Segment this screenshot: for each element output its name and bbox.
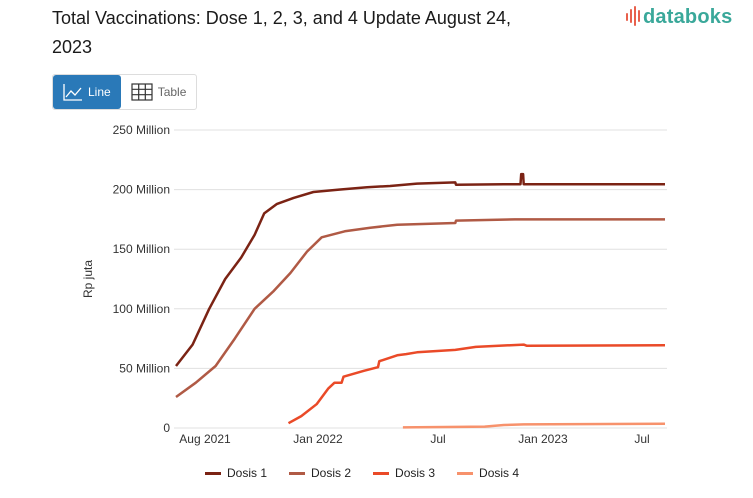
x-tick-label: Aug 2021	[179, 432, 231, 446]
gridlines	[174, 129, 667, 429]
series-line-dosis-1[interactable]	[175, 172, 665, 367]
legend-label: Dosis 3	[395, 466, 436, 480]
series-line-dosis-3[interactable]	[287, 343, 666, 425]
table-view-button[interactable]: Table	[121, 75, 197, 109]
logo-bars-icon	[626, 6, 640, 28]
x-tick-label: Jan 2023	[518, 432, 568, 446]
series-line-dosis-2[interactable]	[175, 218, 665, 399]
line-view-label: Line	[88, 85, 111, 99]
legend-swatch-icon	[457, 471, 474, 475]
y-tick-label: 100 Million	[113, 302, 170, 316]
x-tick-label: Jan 2022	[293, 432, 343, 446]
y-tick-label: 50 Million	[119, 361, 170, 375]
table-view-label: Table	[157, 85, 187, 99]
legend-label: Dosis 2	[311, 466, 352, 480]
legend-swatch-icon	[205, 471, 221, 475]
table-grid-icon	[131, 83, 153, 101]
legend-label: Dosis 1	[227, 466, 268, 480]
chart-title: Total Vaccinations: Dose 1, 2, 3, and 4 …	[52, 8, 511, 57]
legend-item-dosis-2[interactable]: Dosis 2	[289, 466, 351, 480]
y-tick-label: 0	[163, 421, 170, 435]
y-tick-label: 200 Million	[113, 183, 170, 197]
series-lines	[175, 172, 666, 429]
line-view-button[interactable]: Line	[53, 75, 121, 109]
x-tick-label: Jul	[634, 432, 649, 446]
legend-swatch-icon	[289, 471, 306, 475]
legend: Dosis 1 Dosis 2 Dosis 3 Dosis 4	[205, 466, 519, 480]
y-tick-label: 150 Million	[113, 242, 170, 256]
legend-swatch-icon	[373, 471, 390, 475]
x-tick-label: Jul	[430, 432, 445, 446]
line-chart-icon	[63, 84, 82, 101]
legend-label: Dosis 4	[479, 466, 520, 480]
databoks-logo[interactable]: databoks	[626, 4, 732, 30]
logo-text: databoks	[643, 5, 733, 28]
y-axis: 0 50 Million 100 Million 150 Million 200 Mil…	[113, 123, 171, 435]
view-toggle: Line Table	[52, 74, 198, 110]
series-line-dosis-4[interactable]	[402, 422, 666, 429]
legend-item-dosis-3[interactable]: Dosis 3	[373, 466, 435, 480]
x-axis: Aug 2021 Jan 2022 Jul Jan 2023 Jul	[179, 432, 649, 446]
y-tick-label: 250 Million	[113, 123, 170, 137]
legend-item-dosis-4[interactable]: Dosis 4	[457, 466, 519, 480]
y-axis-label: Rp juta	[81, 260, 95, 298]
legend-item-dosis-1[interactable]: Dosis 1	[205, 466, 267, 480]
